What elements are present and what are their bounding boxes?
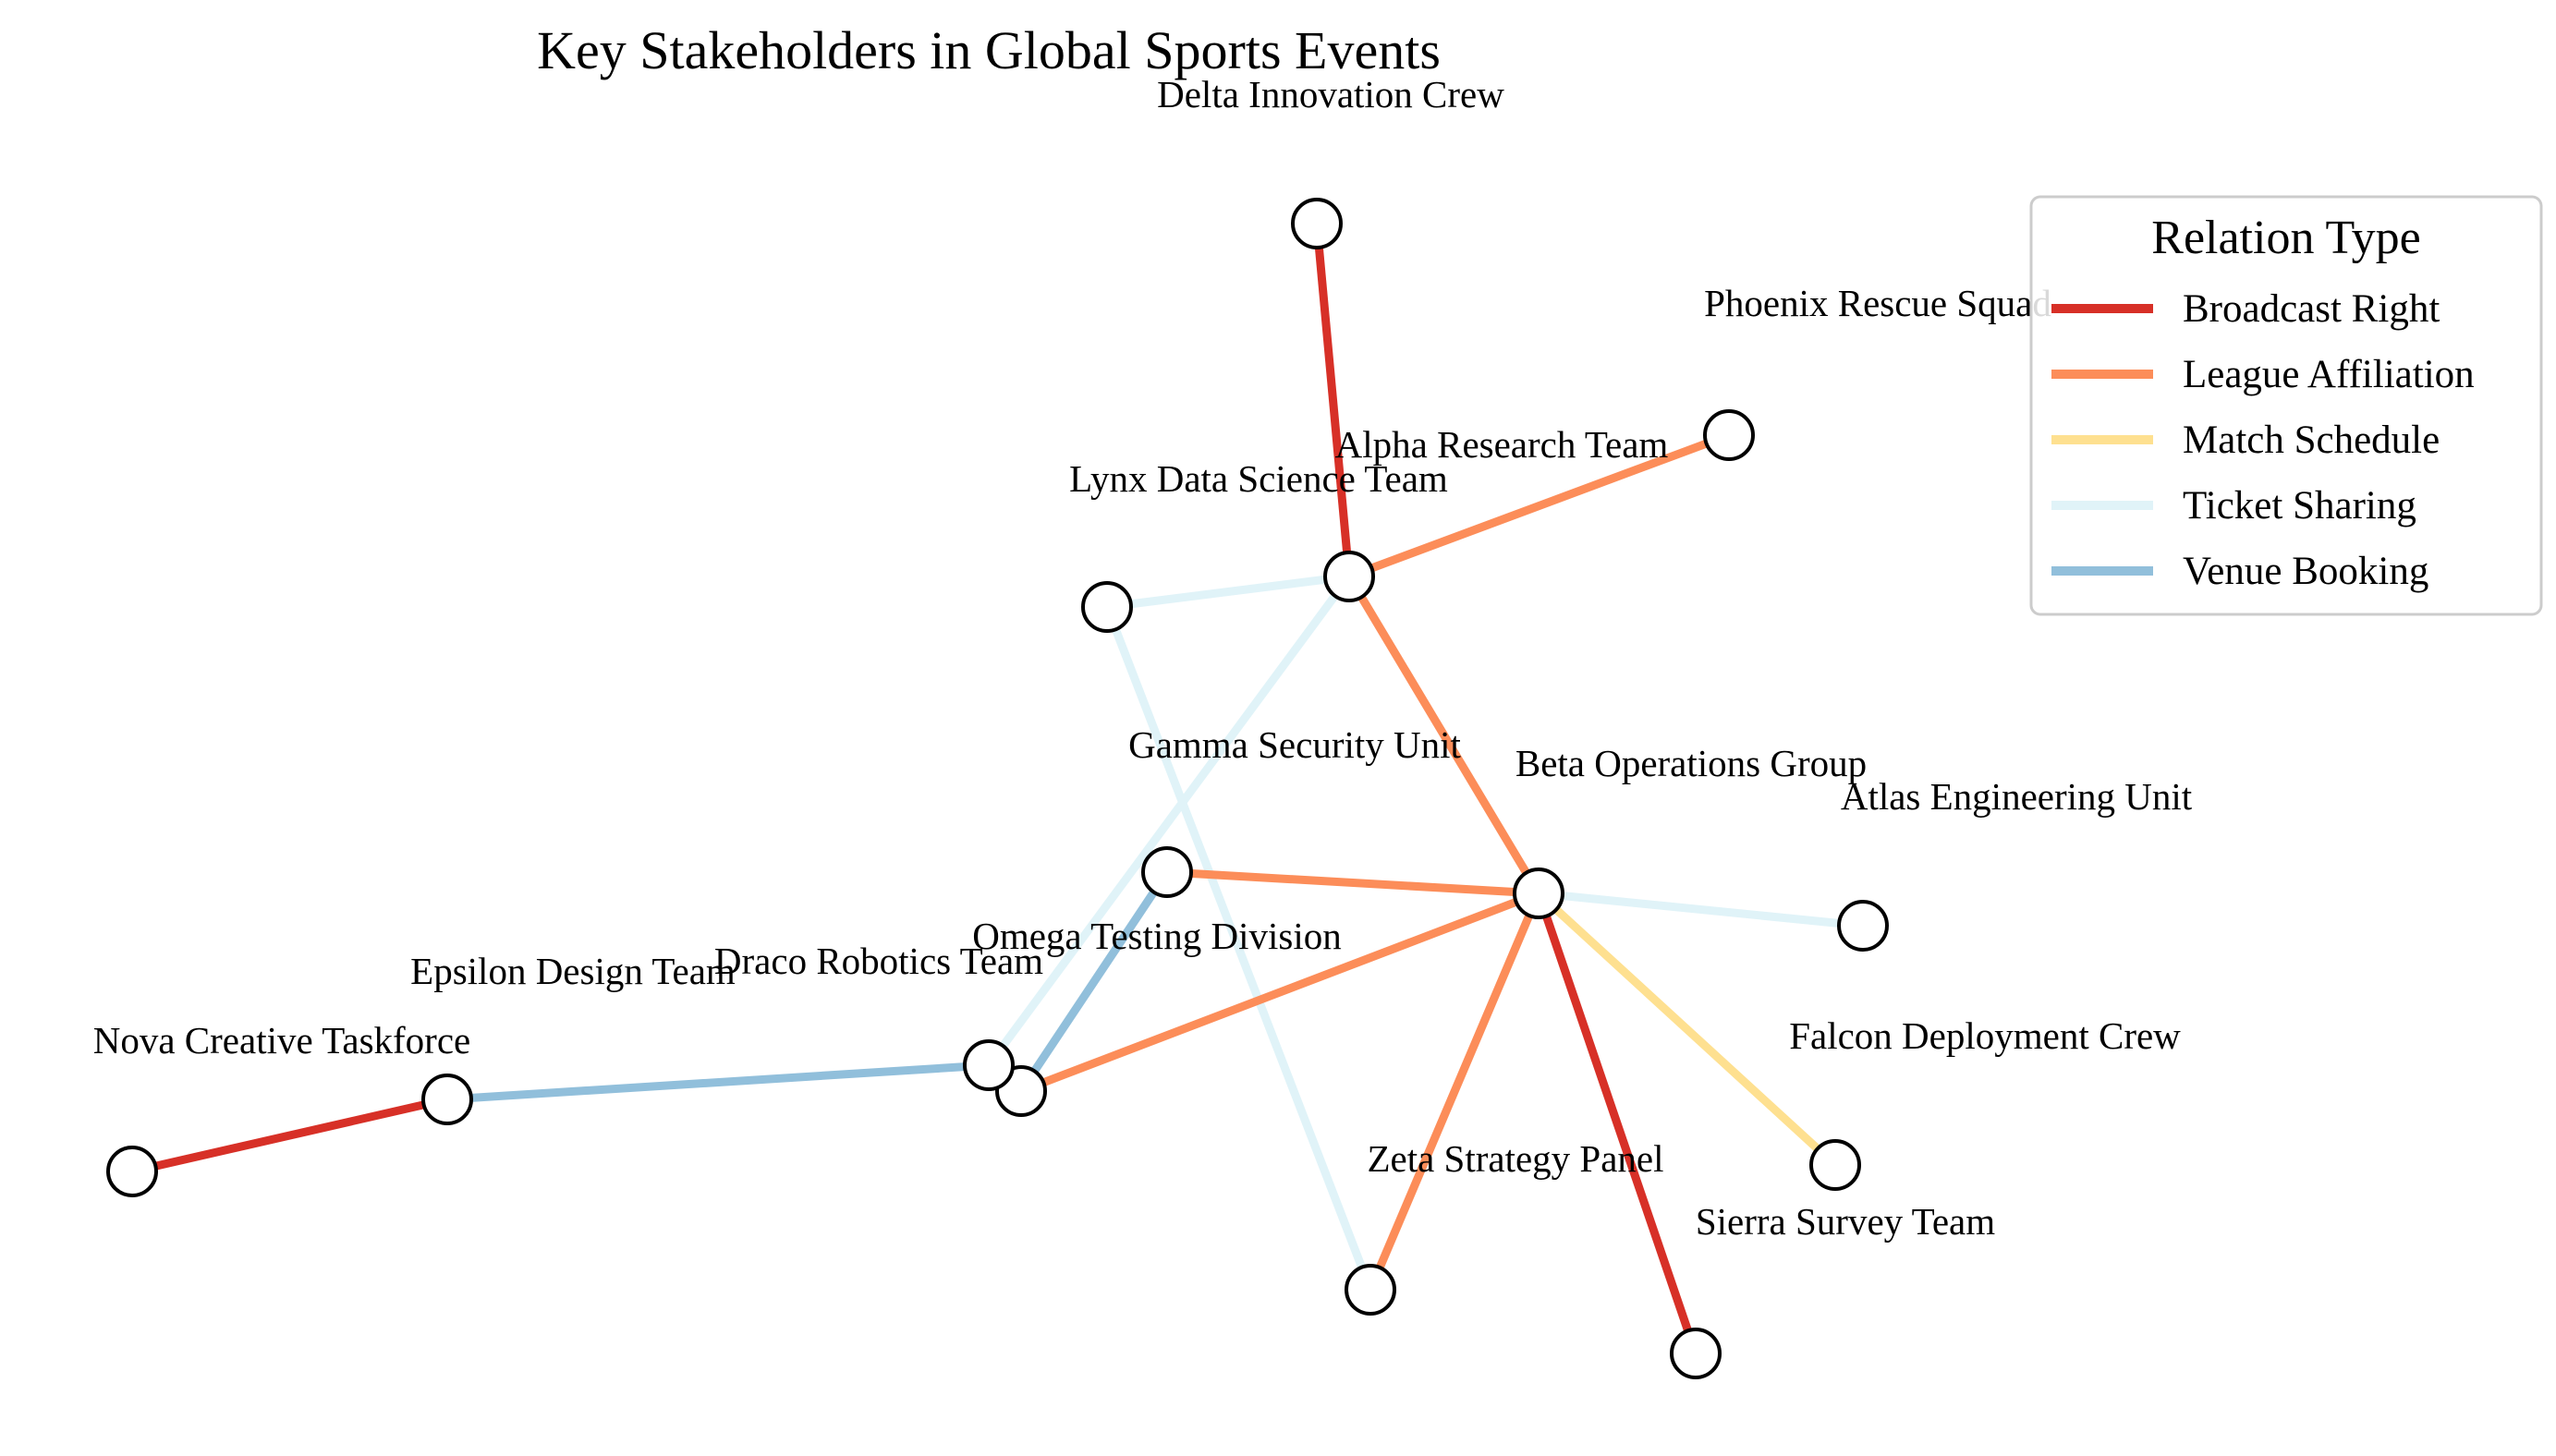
node-label-gamma: Gamma Security Unit [1128,723,1461,766]
node-delta[interactable] [1291,198,1343,249]
node-beta[interactable] [1513,868,1564,919]
edge-lynx-zeta [1102,605,1375,1292]
legend-label-4: Venue Booking [2183,550,2428,593]
node-atlas[interactable] [1837,900,1889,952]
edge-epsilon-nova [130,1095,449,1176]
edge-beta-atlas [1538,889,1864,930]
node-nova[interactable] [106,1146,158,1197]
node-alpha[interactable] [1323,551,1375,602]
chart-title: Key Stakeholders in Global Sports Events [537,20,1441,80]
edge-delta-alpha [1312,223,1354,577]
edge-gamma-beta [1166,868,1540,898]
legend-items: Broadcast Right League Affiliation Match S… [2051,287,2475,593]
node-labels-layer: Delta Innovation Crew Phoenix Rescue Squa… [93,73,2193,1243]
edge-alpha-lynx [1106,572,1350,612]
node-draco[interactable] [963,1039,1015,1091]
edge-gamma-omega [1017,869,1171,1094]
node-label-beta: Beta Operations Group [1515,742,1867,784]
legend-frame [2029,195,2543,616]
node-label-draco: Draco Robotics Team [714,940,1043,982]
node-label-sierra: Sierra Survey Team [1696,1200,1995,1243]
node-label-delta: Delta Innovation Crew [1157,73,1504,115]
edge-beta-zeta [1366,892,1543,1292]
edge-draco-epsilon [446,1061,990,1104]
node-label-nova: Nova Creative Taskforce [93,1019,470,1062]
node-epsilon[interactable] [421,1074,473,1125]
node-phoenix[interactable] [1703,409,1755,461]
node-label-atlas: Atlas Engineering Unit [1841,775,2193,818]
node-falcon[interactable] [1809,1139,1861,1191]
node-label-epsilon: Epsilon Design Team [410,950,736,992]
legend-label-3: Ticket Sharing [2183,484,2416,528]
node-zeta[interactable] [1345,1264,1396,1316]
legend-title: Relation Type [2151,212,2420,264]
legend: Relation Type Broadcast Right League Affi… [2029,195,2543,616]
legend-label-0: Broadcast Right [2183,287,2440,331]
legend-label-1: League Affiliation [2183,353,2475,396]
node-label-falcon: Falcon Deployment Crew [1789,1014,2181,1057]
node-sierra[interactable] [1670,1328,1722,1379]
edges-layer [130,223,1864,1355]
node-lynx[interactable] [1081,581,1133,633]
node-label-alpha: Alpha Research Team [1335,423,1669,466]
edge-alpha-beta [1345,574,1542,896]
node-label-omega: Omega Testing Division [972,915,1342,957]
node-label-phoenix: Phoenix Rescue Squad [1704,282,2051,324]
node-label-zeta: Zeta Strategy Panel [1367,1137,1663,1180]
legend-label-2: Match Schedule [2183,419,2440,462]
edge-beta-omega [1019,889,1540,1096]
edge-alpha-draco [985,574,1353,1068]
edge-alpha-phoenix [1347,431,1731,581]
nodes-layer [106,198,1889,1379]
node-label-lynx: Lynx Data Science Team [1069,457,1448,500]
edge-beta-sierra [1534,892,1700,1355]
node-gamma[interactable] [1141,846,1193,898]
edge-beta-falcon [1535,890,1839,1169]
